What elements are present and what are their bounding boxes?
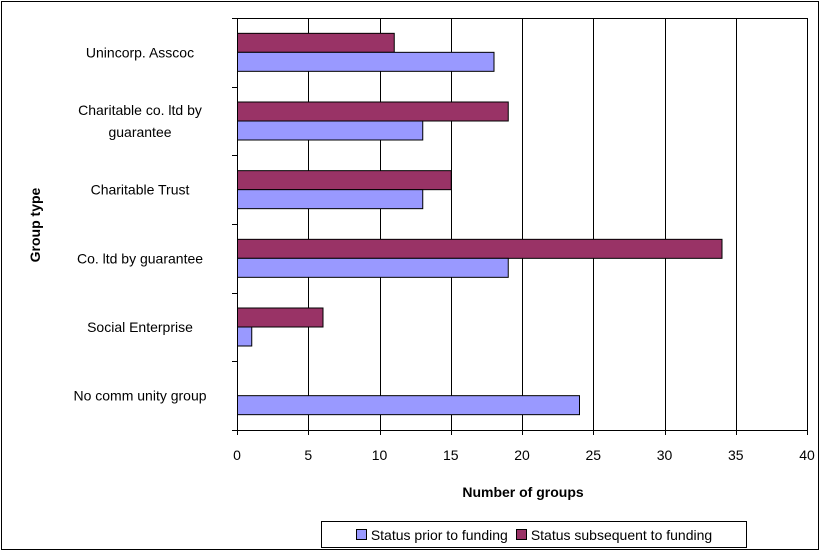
bar-subsequent-2 <box>237 170 452 191</box>
bar-prior-0 <box>237 51 495 72</box>
x-tick-label-20: 20 <box>514 447 530 463</box>
bar-prior-4 <box>237 326 253 347</box>
bar-subsequent-3 <box>237 238 723 259</box>
y-category-label-1: Charitable co. ltd by guarantee <box>78 102 202 140</box>
x-tick-label-25: 25 <box>585 447 601 463</box>
x-tick-label-35: 35 <box>728 447 744 463</box>
x-tick-label-40: 40 <box>799 447 815 463</box>
x-tick-label-5: 5 <box>304 447 312 463</box>
y-category-label-0: Unincorp. Asscoc <box>86 44 194 60</box>
x-axis-title: Number of groups <box>462 484 584 500</box>
bar-subsequent-1 <box>237 101 509 122</box>
legend-label-prior: Status prior to funding <box>370 526 508 543</box>
legend-entry-prior: Status prior to funding <box>355 526 508 543</box>
legend-entry-subsequent: Status subsequent to funding <box>515 526 713 543</box>
bar-prior-1 <box>237 120 424 141</box>
x-tick-label-15: 15 <box>443 447 459 463</box>
x-tick-label-30: 30 <box>657 447 673 463</box>
legend: Status prior to funding Status subsequen… <box>321 521 747 548</box>
y-category-label-3: Co. ltd by guarantee <box>77 250 203 266</box>
y-category-label-4: Social Enterprise <box>87 319 193 335</box>
legend-swatch-prior <box>355 529 367 540</box>
bar-subsequent-0 <box>237 32 395 53</box>
bar-prior-5 <box>237 395 580 416</box>
x-tick-label-0: 0 <box>233 447 241 463</box>
legend-label-subsequent: Status subsequent to funding <box>530 526 713 543</box>
bar-subsequent-4 <box>237 307 324 328</box>
x-tick-label-10: 10 <box>372 447 388 463</box>
y-category-label-5: No comm unity group <box>73 388 206 404</box>
bar-prior-2 <box>237 189 424 210</box>
bar-prior-3 <box>237 257 509 278</box>
y-axis-title: Group type <box>27 187 43 262</box>
legend-swatch-subsequent <box>515 529 527 540</box>
y-category-label-2: Charitable Trust <box>91 182 190 198</box>
